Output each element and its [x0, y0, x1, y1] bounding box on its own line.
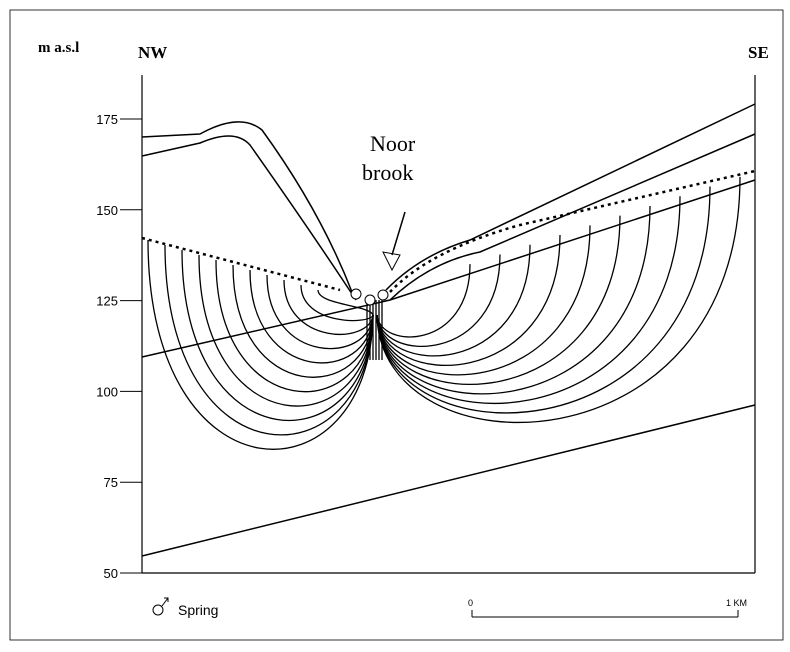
flow-line [376, 176, 741, 424]
flow-line [283, 279, 374, 335]
flow-line [376, 186, 711, 414]
arrow [382, 211, 406, 272]
flow-line [164, 244, 374, 436]
tick-label: 125 [96, 294, 118, 309]
flow-line [215, 259, 374, 393]
legend-symbol [152, 597, 169, 616]
y-axis: 175 150 125 100 75 50 [96, 112, 142, 581]
flow-line [181, 249, 374, 422]
scale-start: 0 [468, 598, 473, 608]
flow-line [376, 196, 681, 404]
tick-label: 75 [104, 475, 118, 490]
scale-bar [471, 610, 739, 618]
annotation-line: brook [362, 160, 413, 185]
flow-lines [147, 176, 741, 450]
flow-line [376, 205, 651, 395]
flow-line [147, 239, 374, 450]
flow-line [317, 289, 374, 316]
flow-line [376, 215, 621, 386]
scale-end: 1 KM [726, 598, 747, 608]
springs [350, 288, 389, 306]
flow-line [376, 225, 591, 376]
flow-line [376, 264, 471, 338]
flow-line [249, 269, 374, 364]
annotation-line: Noor [370, 131, 416, 156]
tick-label: 150 [96, 203, 118, 218]
layers [141, 103, 756, 557]
flow-line [376, 244, 531, 357]
nw-label: NW [138, 43, 167, 62]
legend-label: Spring [178, 602, 218, 618]
frame [9, 9, 784, 641]
tick-label: 175 [96, 112, 118, 127]
flow-line [376, 235, 561, 366]
y-axis-label: m a.s.l [38, 40, 79, 56]
se-label: SE [748, 43, 769, 62]
flow-line [198, 254, 374, 407]
tick-label: 100 [96, 384, 118, 399]
tick-label: 50 [104, 566, 118, 581]
flow-line [232, 264, 374, 378]
flow-line [376, 254, 501, 348]
